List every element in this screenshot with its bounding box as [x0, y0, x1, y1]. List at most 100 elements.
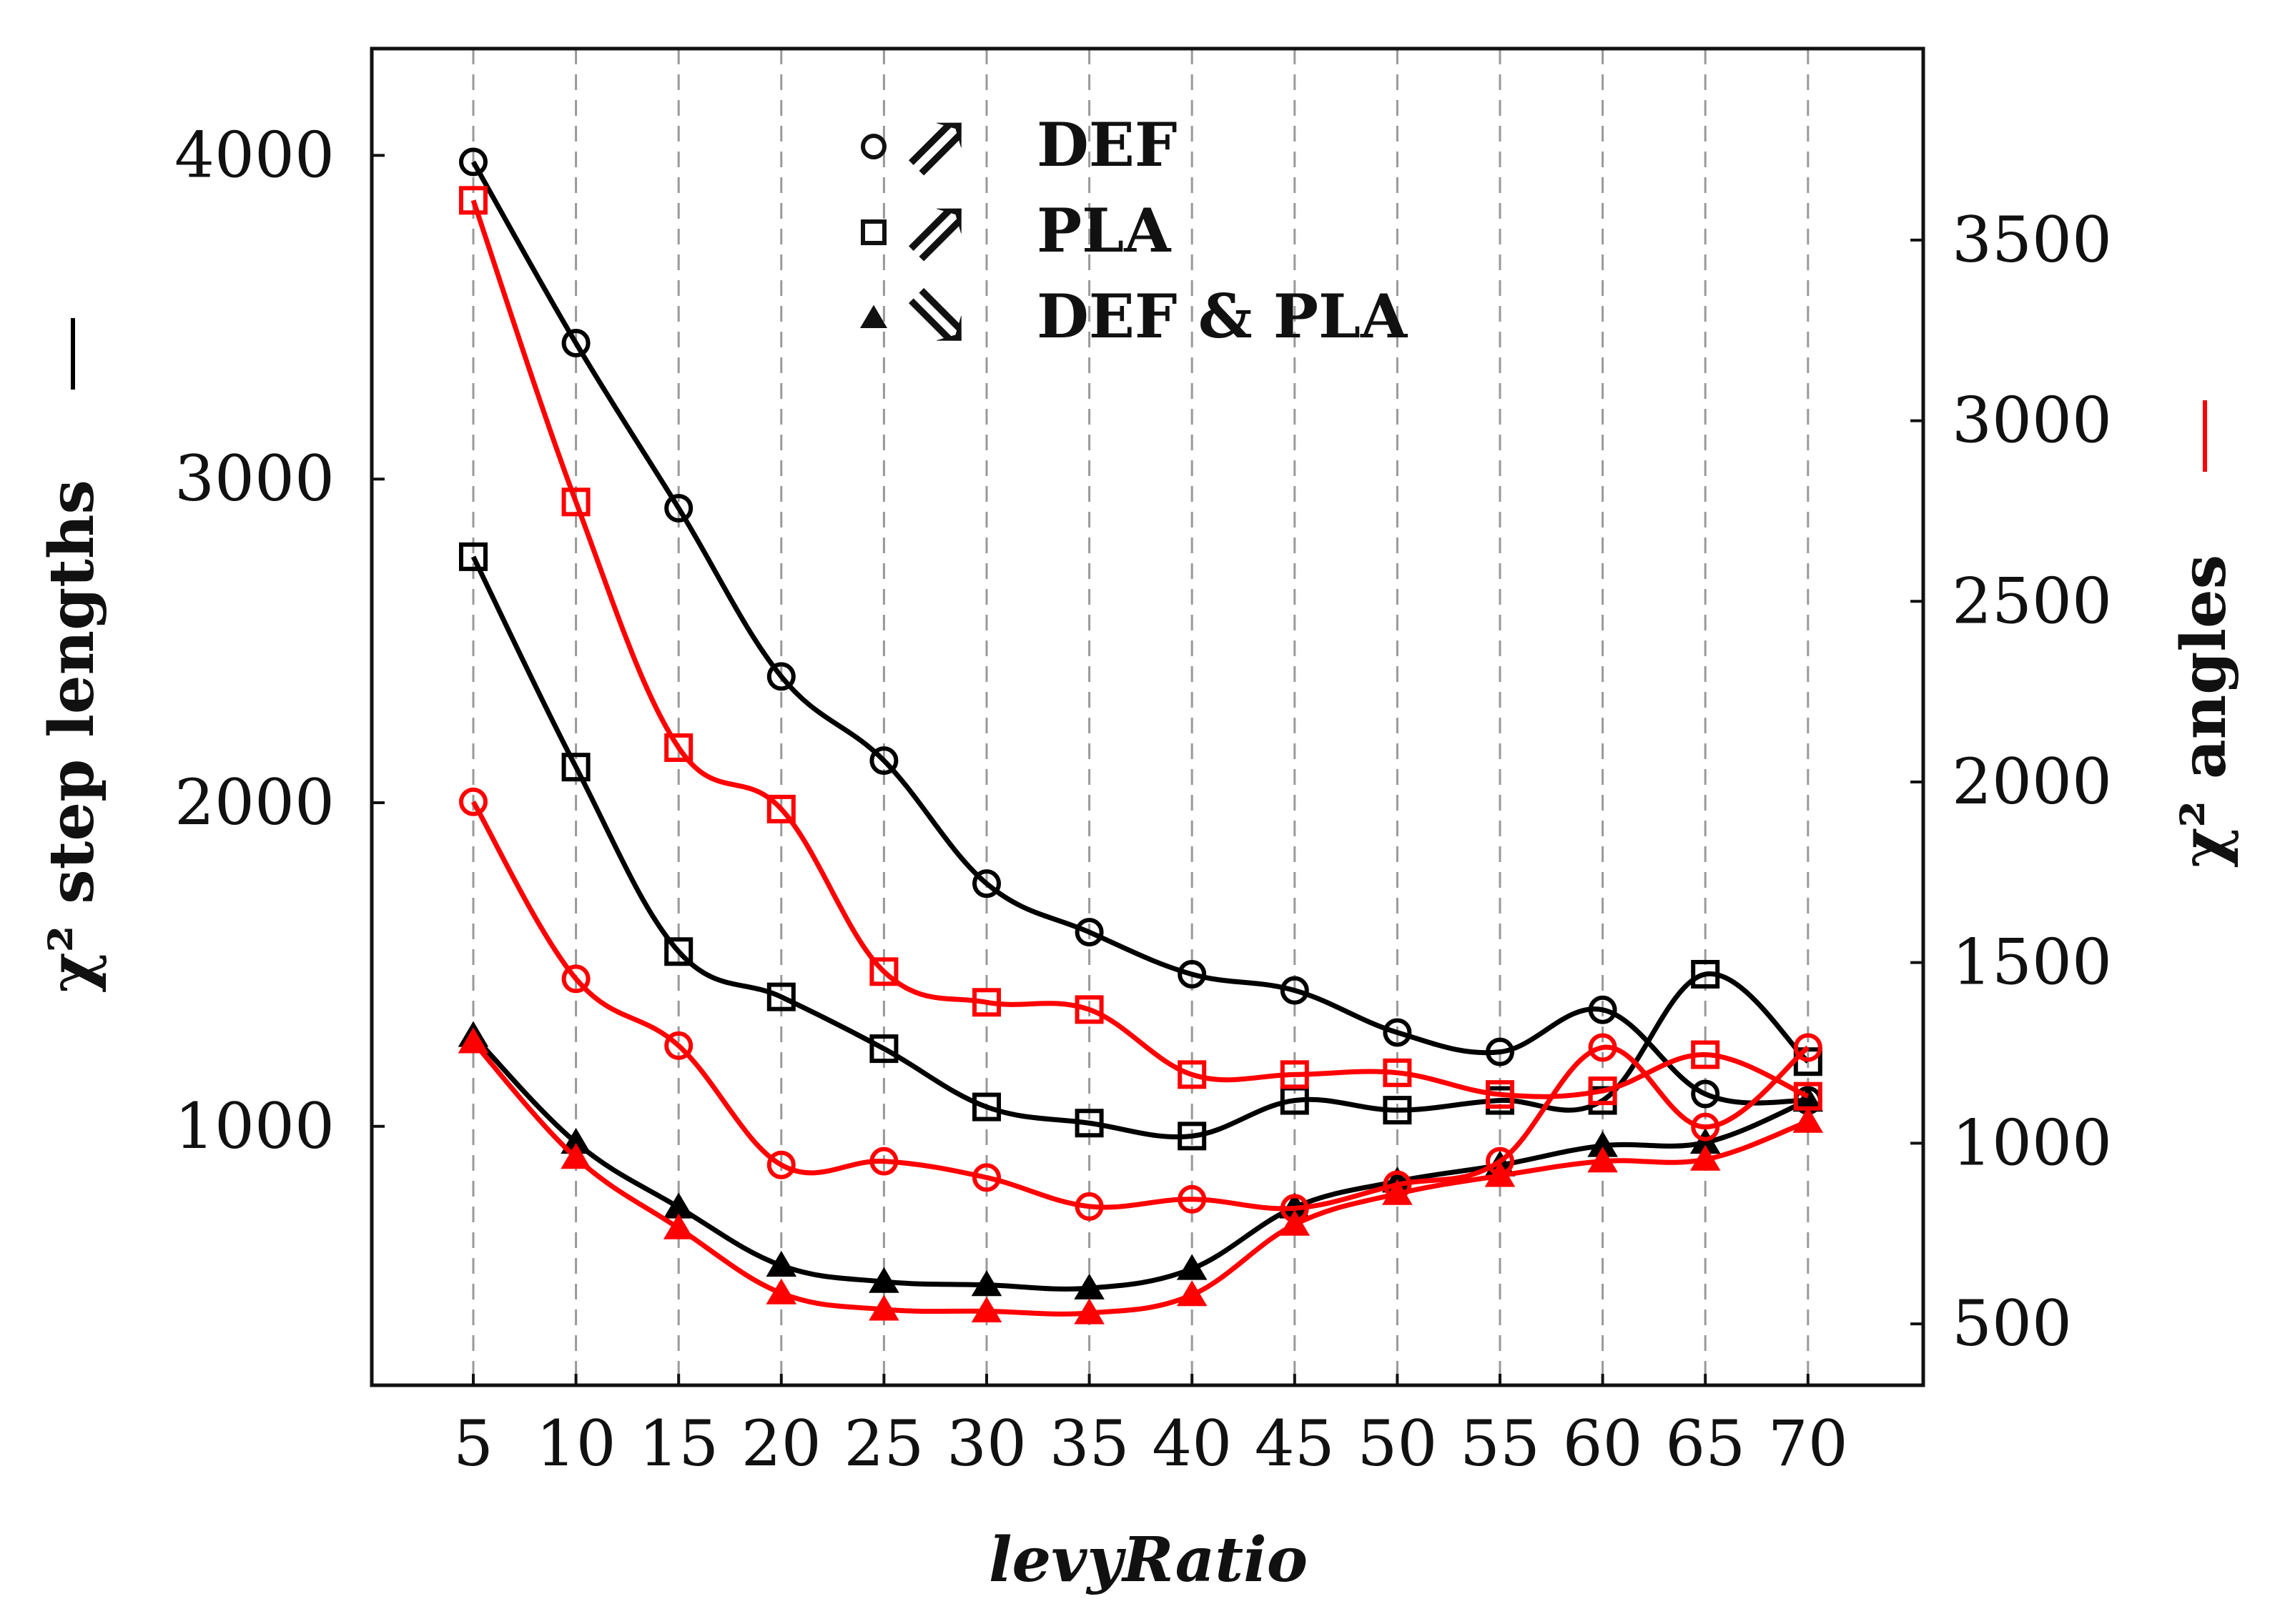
series-def-angles: [459, 787, 1822, 1223]
data-point: [459, 787, 488, 816]
data-point: [1691, 1112, 1720, 1142]
legend-marker-triangle: [860, 304, 887, 328]
data-point: [1486, 1037, 1514, 1066]
y-right-tick-label: 2500: [1952, 564, 2112, 638]
data-point: [1587, 1147, 1618, 1173]
y-left-tick-label: 3000: [174, 442, 335, 515]
data-point: [1178, 959, 1207, 989]
data-point: [869, 1294, 899, 1321]
data-point: [869, 746, 899, 776]
y-axis-label-right: χ² angles: [2168, 400, 2240, 868]
svg-text:χ² angles: χ² angles: [2168, 555, 2240, 868]
data-point: [458, 1027, 489, 1054]
legend-label-defpla: DEF & PLA: [1037, 281, 1408, 352]
series-def-pla-angles: [458, 1027, 1824, 1325]
data-point: [561, 964, 591, 994]
x-tick-label: 30: [947, 1407, 1027, 1480]
y-left-tick-label: 4000: [174, 118, 335, 192]
data-point: [459, 147, 488, 177]
x-tick-label: 50: [1357, 1407, 1437, 1480]
data-point: [1075, 1192, 1104, 1221]
data-point: [766, 1278, 797, 1304]
legend-marker-circle: [861, 134, 887, 159]
legend-label-def: DEF: [1037, 109, 1178, 180]
data-point: [1074, 1298, 1105, 1325]
series-line: [470, 199, 1810, 1099]
data-point: [664, 937, 694, 966]
data-point: [1588, 995, 1617, 1024]
series-layer: [458, 147, 1824, 1325]
x-axis-label: levyRatio: [989, 1524, 1308, 1596]
data-point: [1383, 1096, 1412, 1125]
data-point: [561, 1143, 591, 1169]
series-pla-angles: [459, 186, 1822, 1111]
data-point: [459, 542, 488, 571]
x-tick-label: 55: [1460, 1407, 1540, 1480]
data-point: [1486, 1080, 1514, 1109]
data-point: [869, 957, 899, 986]
data-point: [1588, 1076, 1617, 1106]
x-tick-label: 40: [1152, 1407, 1232, 1480]
data-point: [869, 1034, 899, 1064]
legend: ⇗ ⇗ ⇘ DEF PLA DEF & PLA: [860, 95, 1408, 366]
data-point: [1792, 1106, 1824, 1133]
legend-label-pla: PLA: [1037, 195, 1172, 266]
x-tick-label: 65: [1665, 1407, 1745, 1480]
data-point: [766, 982, 796, 1011]
data-point: [664, 1031, 694, 1060]
data-point: [766, 794, 796, 823]
plot-frame: [370, 46, 1925, 1387]
x-tick-label: 70: [1768, 1407, 1848, 1480]
data-point: [971, 1270, 1002, 1297]
series-line: [470, 160, 1809, 1106]
x-tick-label: 25: [844, 1407, 924, 1480]
data-point: [766, 662, 796, 691]
axis-ticks: 5 10 15 20 25 30 35 40 45 50 55 60 65 70 1000 2000 3000 4…: [174, 118, 2112, 1480]
series-line: [471, 1040, 1810, 1317]
y-right-tick-label: 3000: [1952, 384, 2112, 457]
data-point: [664, 733, 694, 762]
x-tick-label: 35: [1050, 1407, 1130, 1480]
y-left-tick-label: 2000: [174, 766, 335, 839]
data-point: [1178, 1122, 1207, 1151]
data-point: [1689, 1144, 1721, 1171]
x-tick-label: 10: [536, 1407, 616, 1480]
data-point: [972, 988, 1001, 1017]
y-left-tick-label: 1000: [174, 1089, 335, 1163]
x-tick-label: 15: [638, 1407, 719, 1480]
x-tick-label: 20: [741, 1407, 821, 1480]
x-tick-label: 5: [453, 1407, 493, 1480]
data-point: [1793, 1033, 1822, 1062]
data-point: [972, 1163, 1001, 1192]
y-right-tick-label: 1000: [1952, 1106, 2112, 1179]
data-point: [1691, 1040, 1720, 1069]
y-right-tick-label: 3500: [1952, 203, 2112, 277]
legend-arrow-defpla: ⇘: [902, 267, 974, 366]
legend-arrow-pla: ⇗: [902, 181, 974, 280]
series-line: [470, 555, 1810, 1140]
data-point: [869, 1147, 899, 1176]
data-point: [766, 1250, 797, 1277]
data-point: [1383, 1018, 1412, 1047]
data-point: [1178, 1060, 1207, 1089]
data-point: [1691, 1079, 1720, 1109]
data-point: [1279, 1209, 1311, 1236]
data-point: [561, 487, 591, 517]
legend-arrow-def: ⇗: [902, 95, 974, 194]
series-def-step-lengths: [459, 147, 1822, 1115]
svg-text:χ² step lengths: χ² step lengths: [36, 480, 108, 993]
data-point: [663, 1213, 694, 1239]
data-point: [972, 869, 1001, 898]
y-right-tick-label: 1500: [1952, 926, 2112, 999]
data-point: [1176, 1254, 1208, 1280]
y-right-tick-label: 2000: [1952, 745, 2112, 818]
data-point: [1383, 1058, 1412, 1087]
data-point: [1075, 1109, 1104, 1138]
data-point: [1588, 1033, 1617, 1062]
legend-marker-square: [861, 219, 887, 245]
data-point: [1075, 995, 1104, 1024]
x-tick-label: 60: [1563, 1407, 1643, 1480]
data-point: [1280, 976, 1309, 1005]
data-point: [972, 1092, 1001, 1122]
